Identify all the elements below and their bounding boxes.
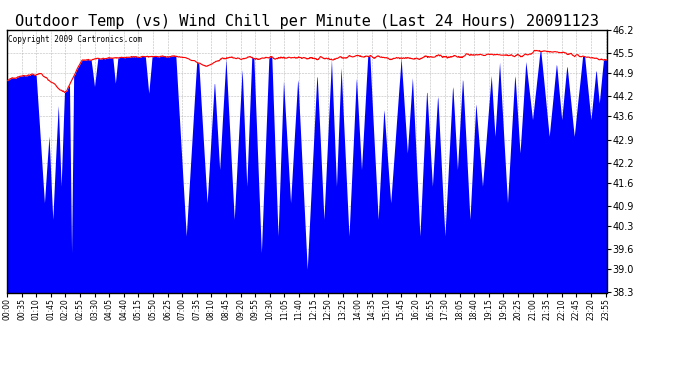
Text: Copyright 2009 Cartronics.com: Copyright 2009 Cartronics.com <box>8 35 142 44</box>
Title: Outdoor Temp (vs) Wind Chill per Minute (Last 24 Hours) 20091123: Outdoor Temp (vs) Wind Chill per Minute … <box>15 14 599 29</box>
